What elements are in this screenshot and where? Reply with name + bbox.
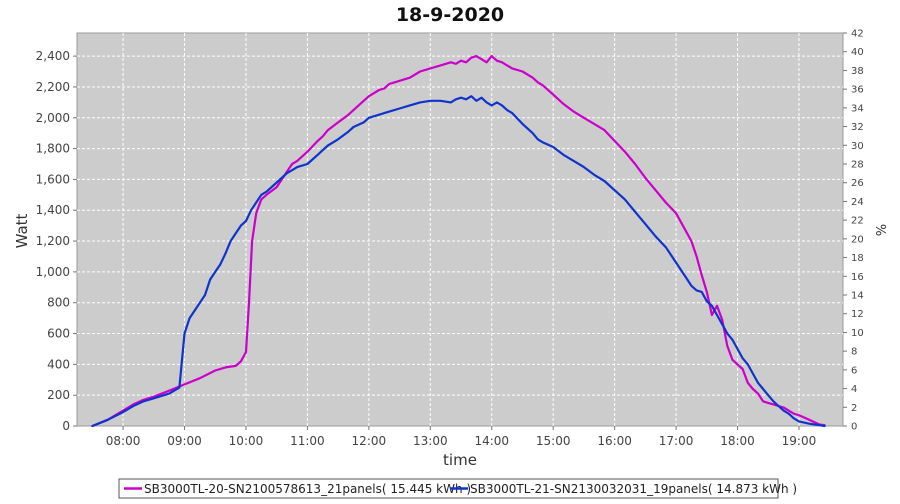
x-tick-label: 19:00 xyxy=(782,434,817,448)
y2-tick-label: 40 xyxy=(851,47,864,58)
y2-tick-label: 30 xyxy=(851,141,864,152)
x-tick-label: 16:00 xyxy=(597,434,632,448)
y2-tick-label: 34 xyxy=(851,103,864,114)
x-axis-label: time xyxy=(443,451,477,469)
y2-tick-label: 26 xyxy=(851,178,864,189)
legend-label-2: SB3000TL-21-SN2130032031_19panels( 14.87… xyxy=(470,482,797,496)
x-tick-label: 17:00 xyxy=(659,434,694,448)
y2-tick-label: 10 xyxy=(851,328,864,339)
plot-area xyxy=(76,32,844,427)
x-tick-label: 09:00 xyxy=(167,434,202,448)
chart-title: 18-9-2020 xyxy=(396,4,504,26)
y-tick-label: 0 xyxy=(62,419,70,433)
y-tick-label: 800 xyxy=(47,296,70,310)
y2-tick-label: 8 xyxy=(851,347,857,358)
x-tick-label: 18:00 xyxy=(720,434,755,448)
x-axis: 08:00 09:00 10:00 11:00 12:00 13:00 14:00 15:00… xyxy=(106,426,816,448)
y2-tick-label: 38 xyxy=(851,66,864,77)
y2-axis-label: % xyxy=(872,224,887,236)
x-tick-label: 11:00 xyxy=(290,434,325,448)
y2-tick-label: 28 xyxy=(851,160,864,171)
y2-tick-label: 2 xyxy=(851,403,857,414)
y-tick-label: 1,400 xyxy=(36,203,70,217)
y-tick-label: 1,600 xyxy=(36,172,70,186)
x-tick-label: 14:00 xyxy=(474,434,509,448)
legend-box xyxy=(118,478,779,499)
y-axis-label: Watt xyxy=(13,213,31,248)
y-tick-label: 400 xyxy=(47,357,70,371)
series-layer xyxy=(91,55,826,428)
x-tick-label: 12:00 xyxy=(352,434,387,448)
x-tick-label: 15:00 xyxy=(536,434,571,448)
x-tick-label: 13:00 xyxy=(413,434,448,448)
y2-tick-label: 32 xyxy=(851,122,864,133)
legend: SB3000TL-20-SN2100578613_21panels( 15.44… xyxy=(118,478,797,499)
y-tick-label: 1,000 xyxy=(36,265,70,279)
y-axis: 0 200 400 600 800 1,000 1,200 1,400 1,600 1,800 2,… xyxy=(36,49,77,433)
y2-tick-label: 14 xyxy=(851,291,864,302)
y2-tick-label: 0 xyxy=(851,422,857,433)
y2-tick-label: 24 xyxy=(851,197,864,208)
x-tick-label: 08:00 xyxy=(106,434,141,448)
y-tick-label: 600 xyxy=(47,327,70,341)
y-tick-label: 2,400 xyxy=(36,49,70,63)
legend-label-1: SB3000TL-20-SN2100578613_21panels( 15.44… xyxy=(144,482,471,496)
y2-tick-label: 36 xyxy=(851,85,864,96)
series-line-2 xyxy=(91,95,826,428)
y2-tick-label: 16 xyxy=(851,272,864,283)
y-tick-label: 1,200 xyxy=(36,234,70,248)
y2-tick-label: 20 xyxy=(851,234,864,245)
x-tick-label: 10:00 xyxy=(229,434,264,448)
y2-tick-label: 12 xyxy=(851,309,864,320)
y2-tick-label: 6 xyxy=(851,365,857,376)
y2-tick-label: 18 xyxy=(851,253,864,264)
y2-tick-label: 4 xyxy=(851,384,857,395)
grid xyxy=(77,33,843,426)
y2-tick-label: 22 xyxy=(851,216,864,227)
y-tick-label: 1,800 xyxy=(36,142,70,156)
series-line-1 xyxy=(91,55,826,428)
y2-tick-label: 42 xyxy=(851,29,864,40)
y-tick-label: 2,200 xyxy=(36,80,70,94)
y-tick-label: 2,000 xyxy=(36,111,70,125)
y-tick-label: 200 xyxy=(47,388,70,402)
